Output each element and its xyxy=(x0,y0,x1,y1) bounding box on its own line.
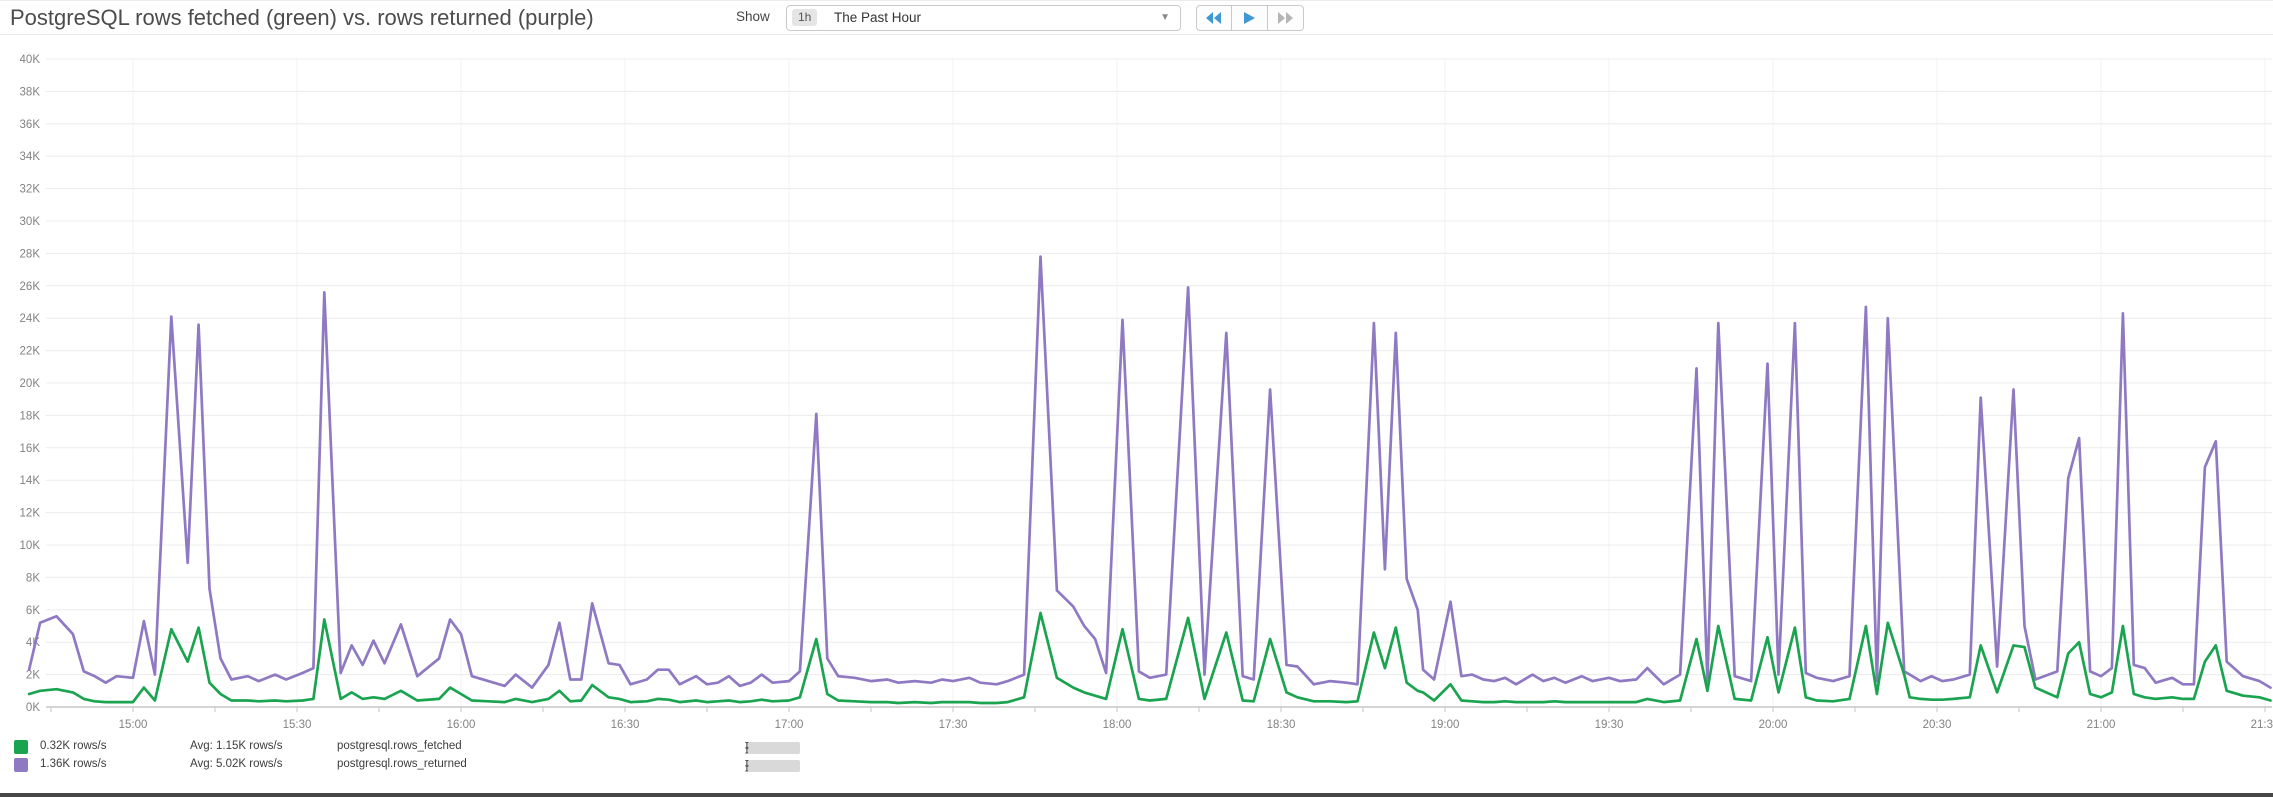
svg-text:22K: 22K xyxy=(20,346,41,358)
time-nav-buttons xyxy=(1196,5,1304,31)
svg-text:26K: 26K xyxy=(20,281,41,293)
series-current-value: 1.36K rows/s xyxy=(40,758,107,770)
svg-text:8K: 8K xyxy=(26,572,40,584)
svg-text:38K: 38K xyxy=(20,86,41,98)
timeseries-plot[interactable]: 0K2K4K6K8K10K12K14K16K18K20K22K24K26K28K… xyxy=(0,34,2273,734)
chart-legend: 0.32K rows/s Avg: 1.15K rows/s postgresq… xyxy=(0,738,2273,774)
series-avg-value: Avg: 5.02K rows/s xyxy=(190,758,283,770)
play-button[interactable] xyxy=(1232,5,1268,31)
svg-text:14K: 14K xyxy=(20,475,41,487)
graph-header: PostgreSQL rows fetched (green) vs. rows… xyxy=(0,0,2273,35)
svg-text:17:00: 17:00 xyxy=(775,719,804,731)
series-metric-name: postgresql.rows_returned xyxy=(337,758,467,770)
svg-text:18K: 18K xyxy=(20,410,41,422)
svg-text:12K: 12K xyxy=(20,508,41,520)
svg-text:32K: 32K xyxy=(20,184,41,196)
svg-text:19:30: 19:30 xyxy=(1595,719,1624,731)
svg-text:15:30: 15:30 xyxy=(283,719,312,731)
svg-text:2K: 2K xyxy=(26,670,40,682)
bottom-border xyxy=(0,793,2273,797)
dropdown-caret-icon: ▼ xyxy=(1160,12,1170,23)
redacted-db-name xyxy=(748,742,800,754)
series-swatch-green xyxy=(14,740,28,754)
show-label: Show xyxy=(736,9,770,24)
series-current-value: 0.32K rows/s xyxy=(40,740,107,752)
svg-text:40K: 40K xyxy=(20,54,41,66)
svg-text:10K: 10K xyxy=(20,540,41,552)
svg-text:17:30: 17:30 xyxy=(939,719,968,731)
svg-text:36K: 36K xyxy=(20,119,41,131)
svg-text:0K: 0K xyxy=(26,702,40,714)
svg-text:16K: 16K xyxy=(20,443,41,455)
svg-text:6K: 6K xyxy=(26,605,40,617)
fast-forward-button[interactable] xyxy=(1268,5,1304,31)
timeframe-select[interactable]: 1h The Past Hour ▼ xyxy=(786,5,1181,31)
svg-text:19:00: 19:00 xyxy=(1431,719,1460,731)
svg-text:16:00: 16:00 xyxy=(447,719,476,731)
graph-title: PostgreSQL rows fetched (green) vs. rows… xyxy=(10,5,594,30)
svg-text:21:30: 21:30 xyxy=(2251,719,2273,731)
legend-row-rows-fetched[interactable]: 0.32K rows/s Avg: 1.15K rows/s postgresq… xyxy=(0,738,2273,756)
svg-text:21:00: 21:00 xyxy=(2087,719,2116,731)
timeframe-badge: 1h xyxy=(792,9,818,26)
svg-text:28K: 28K xyxy=(20,248,41,260)
svg-text:18:00: 18:00 xyxy=(1103,719,1132,731)
timeseries-chart[interactable]: 0K 2K 4K 6K 8K 10K 12K 14K 16K 18K 20K 22K 24K 26K 28K… xyxy=(0,34,2273,734)
svg-text:16:30: 16:30 xyxy=(611,719,640,731)
svg-text:20:00: 20:00 xyxy=(1759,719,1788,731)
rewind-icon xyxy=(1206,12,1221,24)
redacted-db-name xyxy=(748,760,800,772)
svg-text:20:30: 20:30 xyxy=(1923,719,1952,731)
rewind-button[interactable] xyxy=(1196,5,1232,31)
svg-text:24K: 24K xyxy=(20,313,41,325)
svg-text:18:30: 18:30 xyxy=(1267,719,1296,731)
series-swatch-purple xyxy=(14,758,28,772)
svg-text:34K: 34K xyxy=(20,151,41,163)
svg-text:30K: 30K xyxy=(20,216,41,228)
series-avg-value: Avg: 1.15K rows/s xyxy=(190,740,283,752)
series-metric-name: postgresql.rows_fetched xyxy=(337,740,462,752)
timeframe-label: The Past Hour xyxy=(834,10,922,25)
svg-text:15:00: 15:00 xyxy=(119,719,148,731)
legend-row-rows-returned[interactable]: 1.36K rows/s Avg: 5.02K rows/s postgresq… xyxy=(0,756,2273,774)
play-icon xyxy=(1244,12,1255,24)
fast-forward-icon xyxy=(1277,12,1293,24)
svg-text:20K: 20K xyxy=(20,378,41,390)
